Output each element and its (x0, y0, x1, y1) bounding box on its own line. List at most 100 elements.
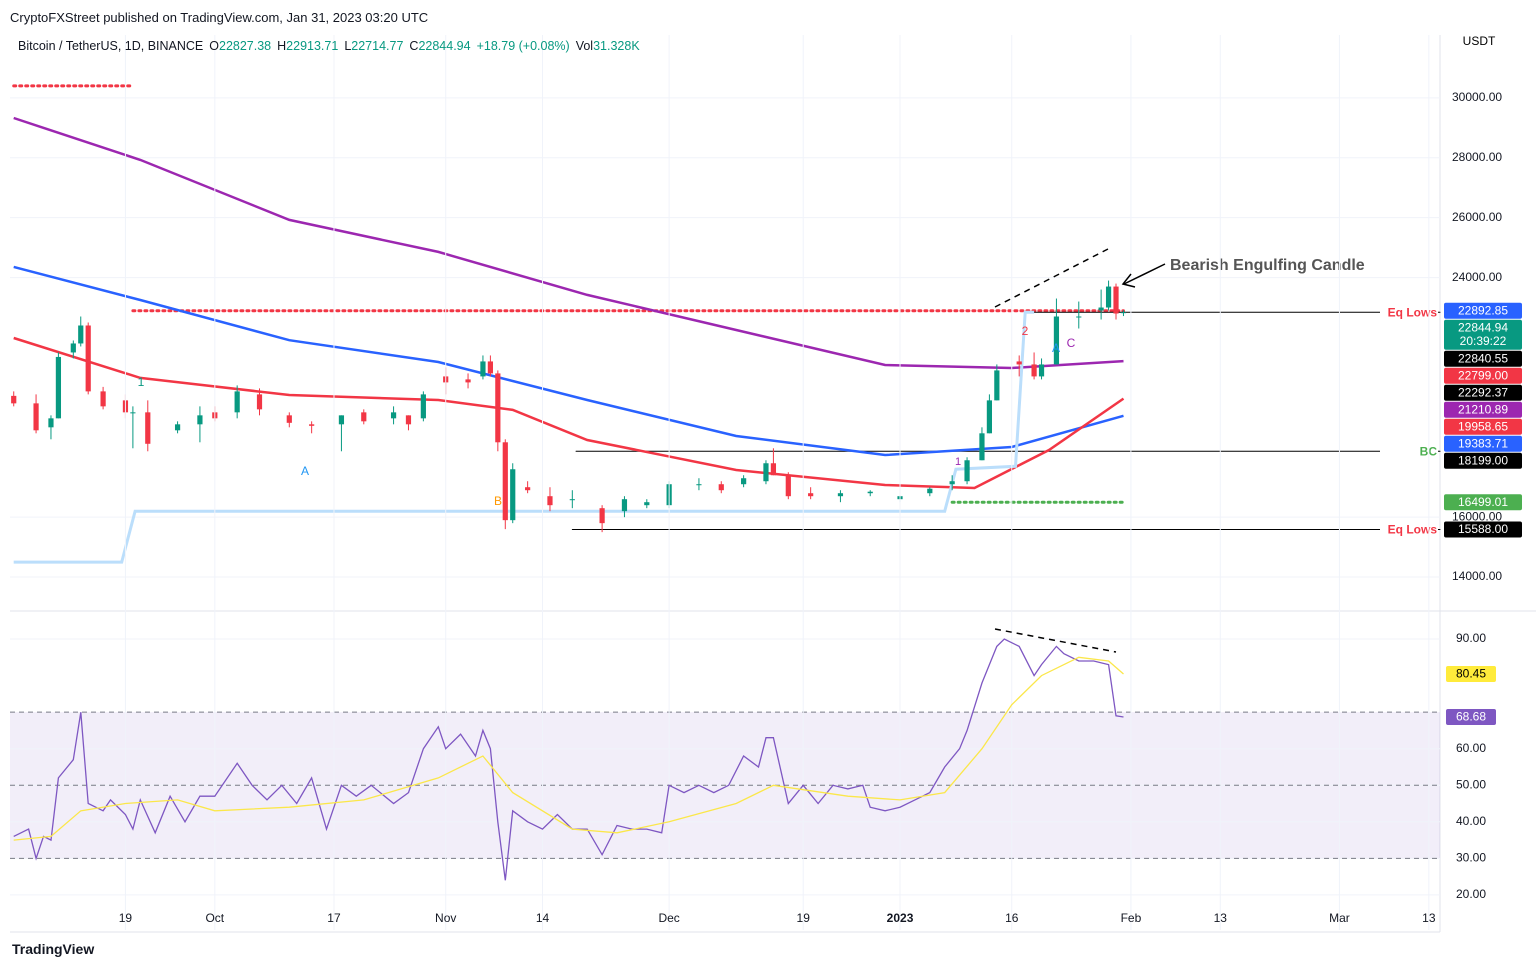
y-tick-label: 50.00 (1456, 777, 1486, 791)
moving-average (13, 310, 1035, 564)
candle-body (986, 400, 993, 434)
rsi-tag-label: 80.45 (1456, 667, 1486, 681)
moving-average (13, 265, 1124, 457)
level-label: Eq Lows (1388, 305, 1438, 319)
price-tag-label: 15588.00 (1458, 522, 1508, 536)
x-tick-label: 13 (1214, 911, 1228, 925)
candle-body (808, 493, 814, 497)
annotation: 2 (1022, 324, 1029, 338)
rsi-tag (1446, 708, 1496, 725)
candle-body (644, 502, 650, 506)
ohlc-value: 22827.38 (219, 39, 272, 53)
divergence-line (994, 628, 1117, 653)
ohlc-value: 22844.94 (418, 39, 471, 53)
ohlc-item: O22827.38 (209, 39, 271, 53)
candle-body (718, 484, 724, 491)
price-tag (1444, 401, 1522, 418)
candle-body (480, 361, 486, 377)
y-tick-label: 26000.00 (1452, 210, 1502, 224)
moving-average (13, 116, 1124, 370)
ohlc-item: C22844.94 (409, 39, 470, 53)
rsi-line (13, 638, 1124, 881)
candle-body (33, 403, 39, 431)
y-tick-label: 28000.00 (1452, 150, 1502, 164)
candle-body (85, 325, 91, 392)
candle-body (763, 463, 769, 482)
candle-body (256, 394, 263, 410)
candle-body (525, 487, 531, 491)
candle-body (405, 415, 412, 425)
candle-body (547, 496, 553, 506)
price-tag-label: 18199.00 (1458, 453, 1508, 467)
x-tick-label: Feb (1121, 911, 1142, 925)
level-label-bg (1380, 443, 1438, 460)
volume-label: Vol (575, 39, 594, 53)
candle-body (1016, 361, 1022, 365)
x-tick-label: 19 (119, 911, 133, 925)
x-tick-label: Mar (1329, 911, 1350, 925)
footer-logo: TradingView (12, 941, 95, 957)
price-tag-label: 22892.85 (1458, 303, 1508, 317)
price-tag-label: 16499.01 (1458, 495, 1508, 509)
candle-body (994, 370, 1000, 401)
price-tag (1444, 319, 1522, 350)
candle-body (197, 415, 203, 425)
candle-body (741, 478, 747, 485)
y-tick-label: 60.00 (1456, 741, 1486, 755)
candle-body (867, 491, 873, 494)
x-tick-label: Nov (435, 911, 456, 925)
candle-body (55, 356, 62, 419)
candle-body (309, 424, 315, 426)
price-tag-label: 19383.71 (1458, 436, 1508, 450)
candle-body (785, 475, 791, 497)
candle-body (465, 379, 471, 383)
price-tag (1444, 418, 1522, 435)
price-tag (1444, 435, 1522, 452)
price-tag (1444, 494, 1522, 511)
candle-body (1105, 286, 1112, 308)
ohlc-value: 22913.71 (286, 39, 339, 53)
candle-body (487, 361, 493, 374)
candle-body (927, 488, 933, 494)
candle-body (390, 412, 397, 419)
price-tag (1444, 452, 1522, 469)
annotation: A (301, 464, 309, 478)
x-tick-label: Dec (658, 911, 679, 925)
price-tag-label: 22799.00 (1458, 368, 1508, 382)
candle-body (145, 412, 151, 444)
price-tag (1444, 384, 1522, 401)
price-tag (1444, 350, 1522, 367)
candle-body (949, 481, 955, 485)
volume-value: 31.328K (593, 39, 640, 53)
price-tag-label: 21210.89 (1458, 402, 1508, 416)
y-tick-label: 14000.00 (1452, 569, 1502, 583)
annotation: A (1052, 341, 1060, 355)
candle-body (70, 343, 76, 353)
candle-body (78, 325, 84, 344)
publisher: CryptoFXStreet published on TradingView.… (10, 10, 429, 25)
price-tag-label: 22840.55 (1458, 351, 1508, 365)
ohlc-item: L22714.77 (344, 39, 403, 53)
ohlc-item: H22913.71 (277, 39, 338, 53)
x-tick-label: 19 (797, 911, 811, 925)
annotation: B (494, 494, 502, 508)
y-tick-label: 16000.00 (1452, 509, 1502, 523)
moving-average (13, 336, 1125, 490)
candle-body (837, 493, 844, 497)
price-tag (1444, 302, 1522, 319)
y-tick-label: 20.00 (1456, 887, 1486, 901)
candle-body (11, 395, 17, 404)
candle-body (1053, 316, 1060, 365)
y-tick-label: 24000.00 (1452, 270, 1502, 284)
x-tick-label: 2023 (887, 911, 914, 925)
level-label: Eq Lows (1388, 523, 1438, 537)
symbol-legend: Bitcoin / TetherUS, 1D, BINANCE O22827.38… (18, 39, 640, 53)
candle-body (1031, 364, 1037, 377)
y-tick-label: 30000.00 (1452, 90, 1502, 104)
price-tag-label: 19958.65 (1458, 419, 1508, 433)
x-tick-label: 14 (536, 911, 550, 925)
candle-body (510, 469, 516, 521)
candle-body (1098, 307, 1104, 311)
y-tick-label: 40.00 (1456, 814, 1486, 828)
